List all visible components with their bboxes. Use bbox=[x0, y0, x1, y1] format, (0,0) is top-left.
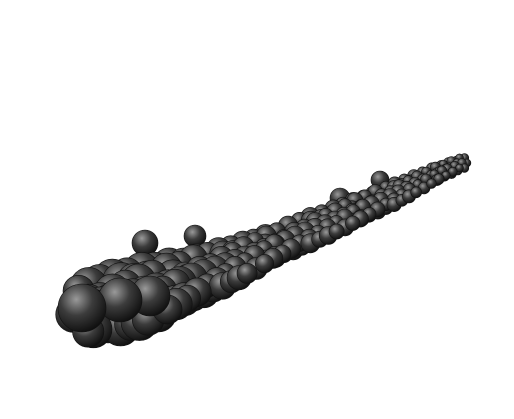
sphere-group bbox=[55, 153, 472, 349]
sphere bbox=[57, 283, 107, 333]
sphere bbox=[236, 262, 258, 284]
sphere bbox=[328, 223, 345, 240]
sphere bbox=[410, 186, 423, 199]
sphere bbox=[345, 215, 361, 231]
sphere bbox=[426, 178, 437, 189]
sphere bbox=[255, 254, 275, 274]
